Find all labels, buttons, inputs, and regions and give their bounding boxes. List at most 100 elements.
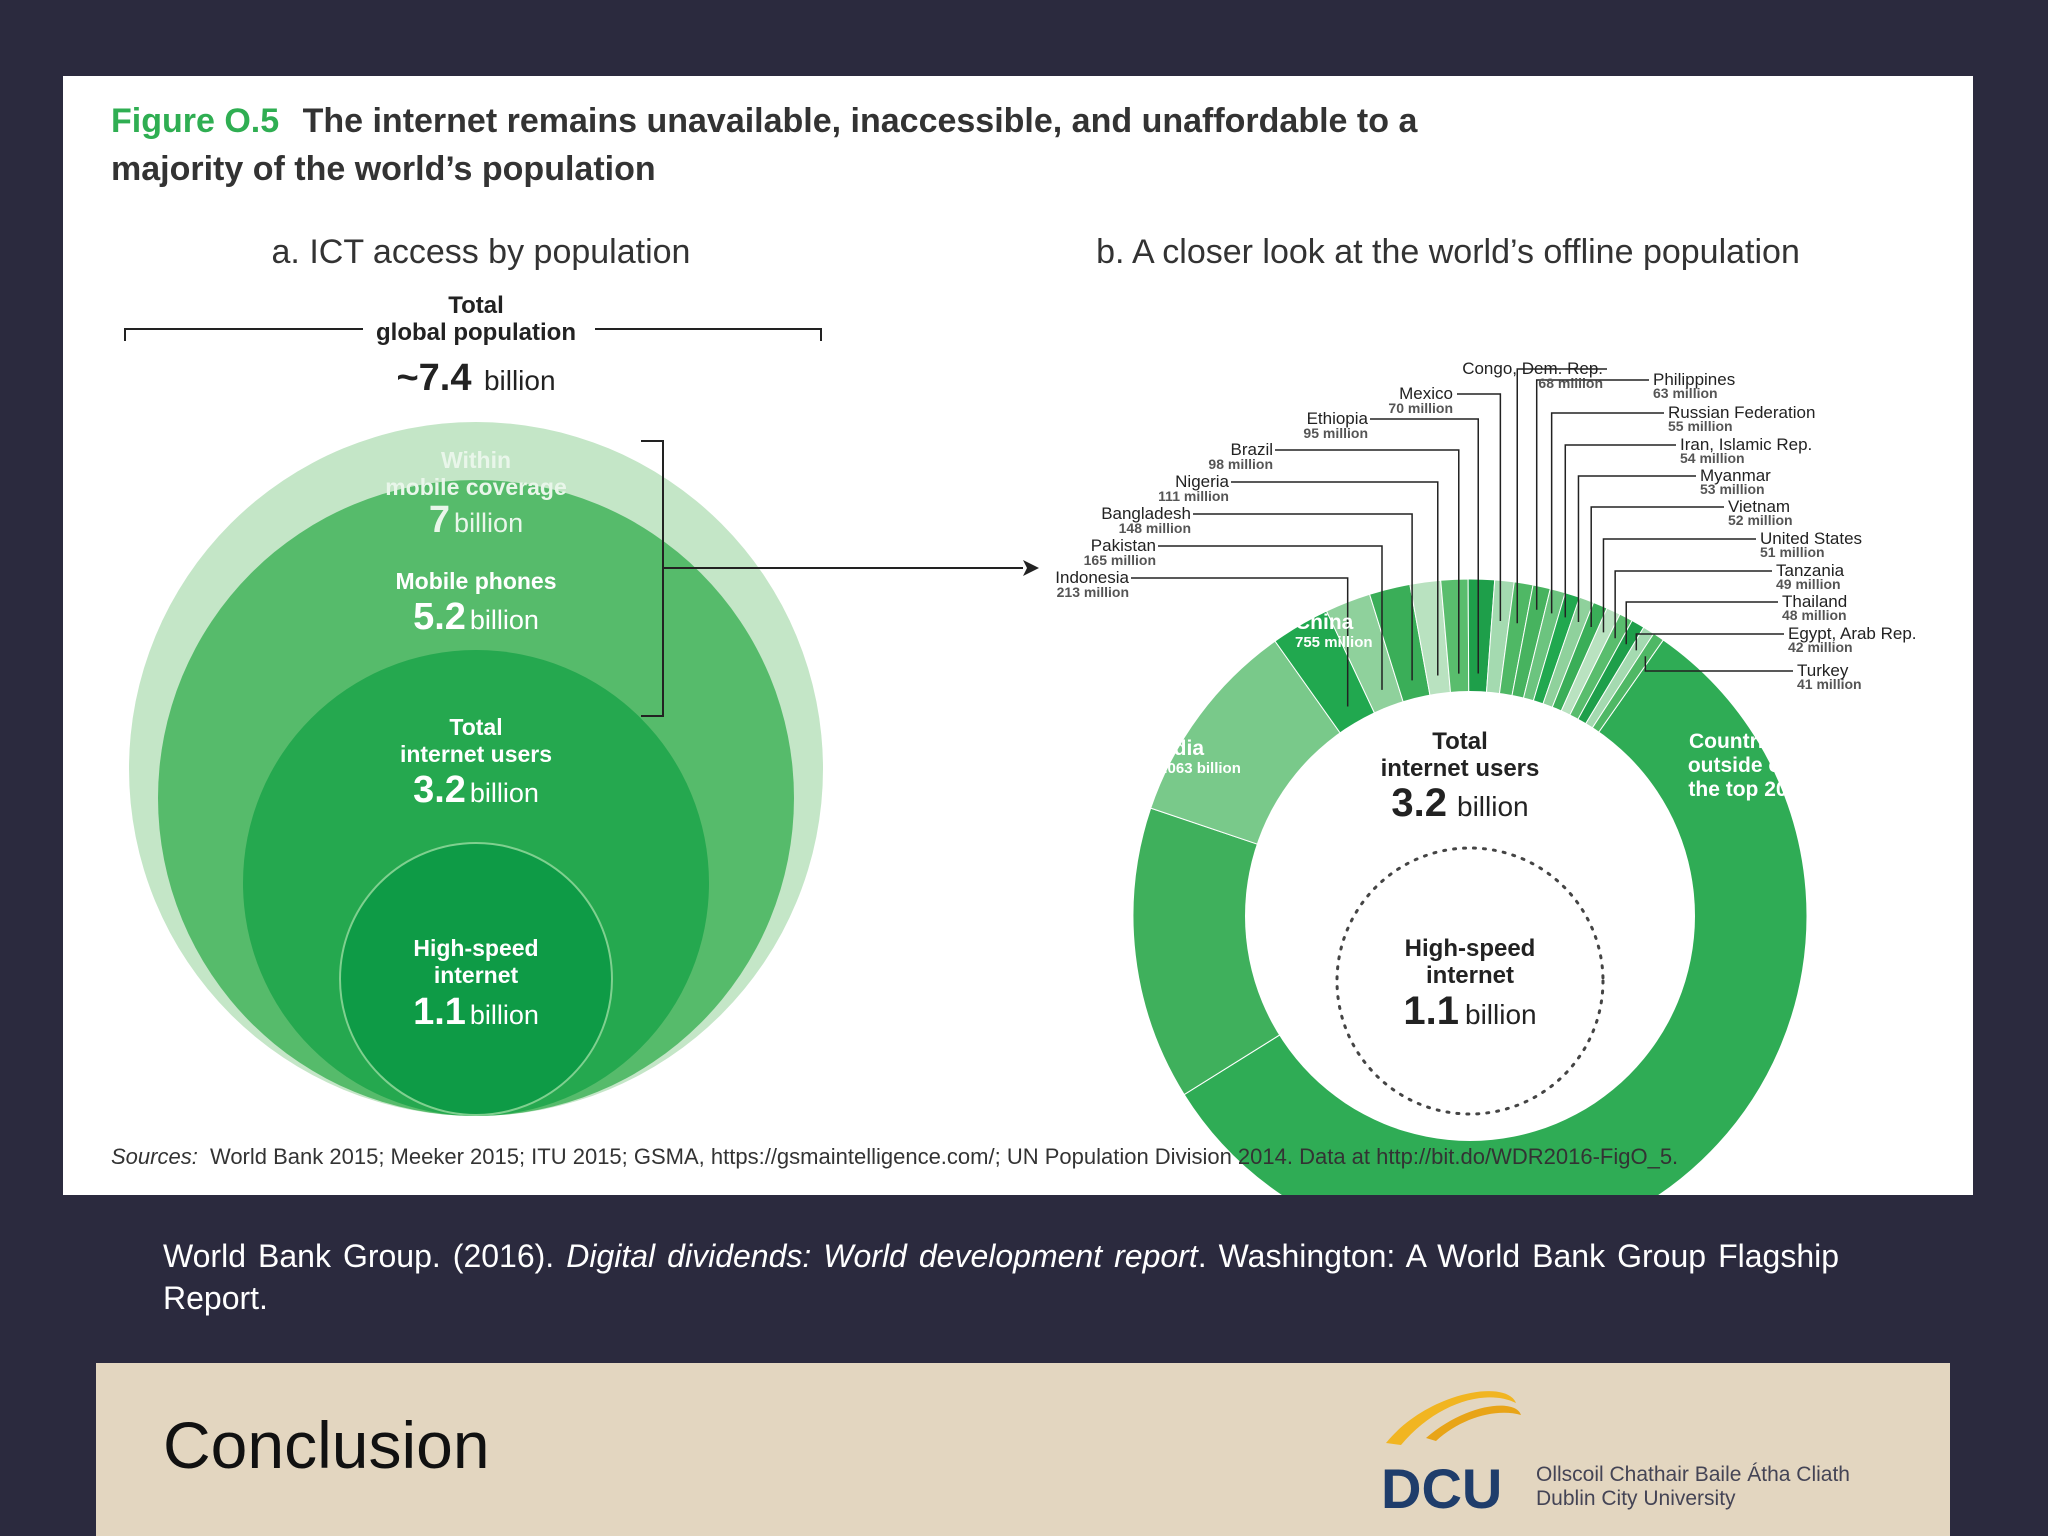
pie-label-other-2: outside of (1688, 754, 1789, 777)
citation: World Bank Group. (2016). Digital divide… (163, 1235, 1839, 1319)
pie-label-indonesia-value: 213 million (1057, 584, 1129, 600)
pie-label-tanzania-value: 49 million (1776, 576, 1841, 592)
pie-label-other-3: the top 20 (1688, 778, 1787, 801)
high-speed-unit: billion (470, 1000, 539, 1030)
logo-text: DCU (1381, 1457, 1502, 1520)
total-population-unit: billion (484, 365, 556, 396)
pie-leader-philippines (1535, 379, 1649, 610)
pie-leader-nigeria (1231, 481, 1439, 676)
pie-leader-tanzania (1614, 570, 1772, 639)
internet-users-value: 3.2 (413, 769, 466, 811)
pie-label-bangladesh-name: Bangladesh (1101, 504, 1191, 523)
pie-label-congo-dem-rep-value: 68 million (1538, 375, 1603, 391)
pie-label-vietnam-value: 52 million (1728, 512, 1793, 528)
pie-label-china-value: 755 million (1295, 634, 1373, 651)
high-speed-value: 1.1 (413, 991, 466, 1033)
pie-center-value: 3.2 (1391, 781, 1447, 825)
figure-label: Figure O.5 (111, 102, 279, 140)
pie-label-philippines-value: 63 million (1653, 385, 1718, 401)
pie-label-nigeria-name: Nigeria (1175, 472, 1229, 491)
high-speed-label-1: High-speed (413, 935, 538, 961)
pie-label-india-name: India (1155, 737, 1204, 760)
pie-leader-congo-dem-rep (1516, 368, 1607, 624)
pie-center-unit: billion (1457, 791, 1529, 822)
sources-text: World Bank 2015; Meeker 2015; ITU 2015; … (210, 1144, 1678, 1169)
pie-label-iran-islamic-rep-name: Iran, Islamic Rep. (1680, 435, 1812, 454)
coverage-label-2: mobile coverage (385, 474, 567, 500)
pie-label-egypt-arab-rep-value: 42 million (1788, 639, 1853, 655)
pie-leader-myanmar (1577, 475, 1696, 622)
figure-title-line1: The internet remains unavailable, inacce… (303, 102, 1419, 140)
pie-leader-iran-islamic-rep (1564, 444, 1676, 618)
pie-inner-label-1: High-speed (1405, 935, 1536, 962)
svg-text:Figure O.5 The internet: Figure O.5 The internet remains unavaila… (111, 102, 1418, 140)
pie-label-bangladesh-value: 148 million (1119, 520, 1191, 536)
pie-label-thailand-name: Thailand (1782, 592, 1847, 611)
pie-label-mexico-name: Mexico (1399, 384, 1453, 403)
footer-bar: Conclusion DCU Ollscoil Chathair Baile Á… (96, 1363, 1950, 1536)
pie-leader-bangladesh (1193, 513, 1413, 681)
pie-label-nigeria-value: 111 million (1158, 488, 1229, 504)
coverage-label-1: Within (441, 447, 511, 473)
pie-label-brazil-name: Brazil (1230, 440, 1273, 459)
pie-label-russian-federation-name: Russian Federation (1668, 403, 1815, 422)
pie-label-myanmar-value: 53 million (1700, 481, 1765, 497)
total-population-label-2: global population (376, 319, 576, 346)
sources-prefix: Sources: (111, 1144, 198, 1169)
pie-label-united-states-value: 51 million (1760, 544, 1825, 560)
pie-label-mexico-value: 70 million (1388, 400, 1453, 416)
svg-text:~7.4 billion: ~7.4 billion (396, 357, 555, 399)
university-name-english: Dublin City University (1536, 1487, 1736, 1510)
pie-label-ethiopia-name: Ethiopia (1307, 409, 1369, 428)
panel-b-title: b. A closer look at the world’s offline … (1096, 233, 1800, 271)
pie-leader-brazil (1275, 449, 1460, 674)
dcu-logo: DCU Ollscoil Chathair Baile Átha Cliath … (1381, 1391, 1850, 1520)
internet-users-label-2: internet users (400, 741, 552, 767)
pie-label-united-states-name: United States (1760, 529, 1862, 548)
pie-leader-mexico (1457, 393, 1502, 621)
internet-users-label-1: Total (449, 714, 502, 740)
pie-label-other-1: Countries (1689, 730, 1787, 753)
pie-label-ethiopia-value: 95 million (1303, 425, 1368, 441)
pie-label-philippines-name: Philippines (1653, 370, 1735, 389)
panel-a-title: a. ICT access by population (272, 233, 691, 271)
high-speed-label-2: internet (434, 962, 519, 988)
pie-label-pakistan-name: Pakistan (1091, 536, 1156, 555)
citation-authors: World Bank Group. (2016). (163, 1238, 555, 1274)
pie-leader-egypt-arab-rep (1635, 633, 1784, 651)
mobile-phones-label: Mobile phones (396, 568, 557, 594)
pie-center-label-2: internet users (1381, 755, 1540, 782)
figure-panel: Figure O.5 The internet remains unavaila… (63, 76, 1973, 1195)
pie-leader-thailand (1625, 601, 1778, 645)
pie-label-myanmar-name: Myanmar (1700, 466, 1771, 485)
figure-svg: Figure O.5 The internet remains unavaila… (111, 102, 1917, 1195)
pie-label-turkey-name: Turkey (1797, 661, 1849, 680)
pie-label-vietnam-name: Vietnam (1728, 497, 1790, 516)
citation-title: Digital dividends: World development rep… (566, 1238, 1198, 1274)
offline-arrow-head (1023, 560, 1039, 576)
pie-inner-value: 1.1 (1403, 989, 1459, 1033)
pie-inner-unit: billion (1465, 999, 1537, 1030)
pie-label-indonesia-name: Indonesia (1055, 568, 1129, 587)
pie-leader-united-states (1602, 538, 1756, 633)
pie-label-pakistan-value: 165 million (1084, 552, 1156, 568)
pie-label-congo-dem-rep-name: Congo, Dem. Rep. (1462, 359, 1603, 378)
logo-swoosh (1386, 1391, 1516, 1445)
internet-users-unit: billion (470, 778, 539, 808)
pie-leader-turkey (1644, 656, 1793, 672)
pie-label-egypt-arab-rep-name: Egypt, Arab Rep. (1788, 624, 1917, 643)
pie-label-thailand-value: 48 million (1782, 607, 1847, 623)
coverage-value: 7 (429, 499, 450, 541)
pie-label-tanzania-name: Tanzania (1776, 561, 1845, 580)
high-speed-circle (339, 842, 613, 1116)
pie-leader-vietnam (1590, 506, 1724, 627)
mobile-phones-unit: billion (470, 605, 539, 635)
pie-high-speed-circle (1335, 846, 1605, 1116)
